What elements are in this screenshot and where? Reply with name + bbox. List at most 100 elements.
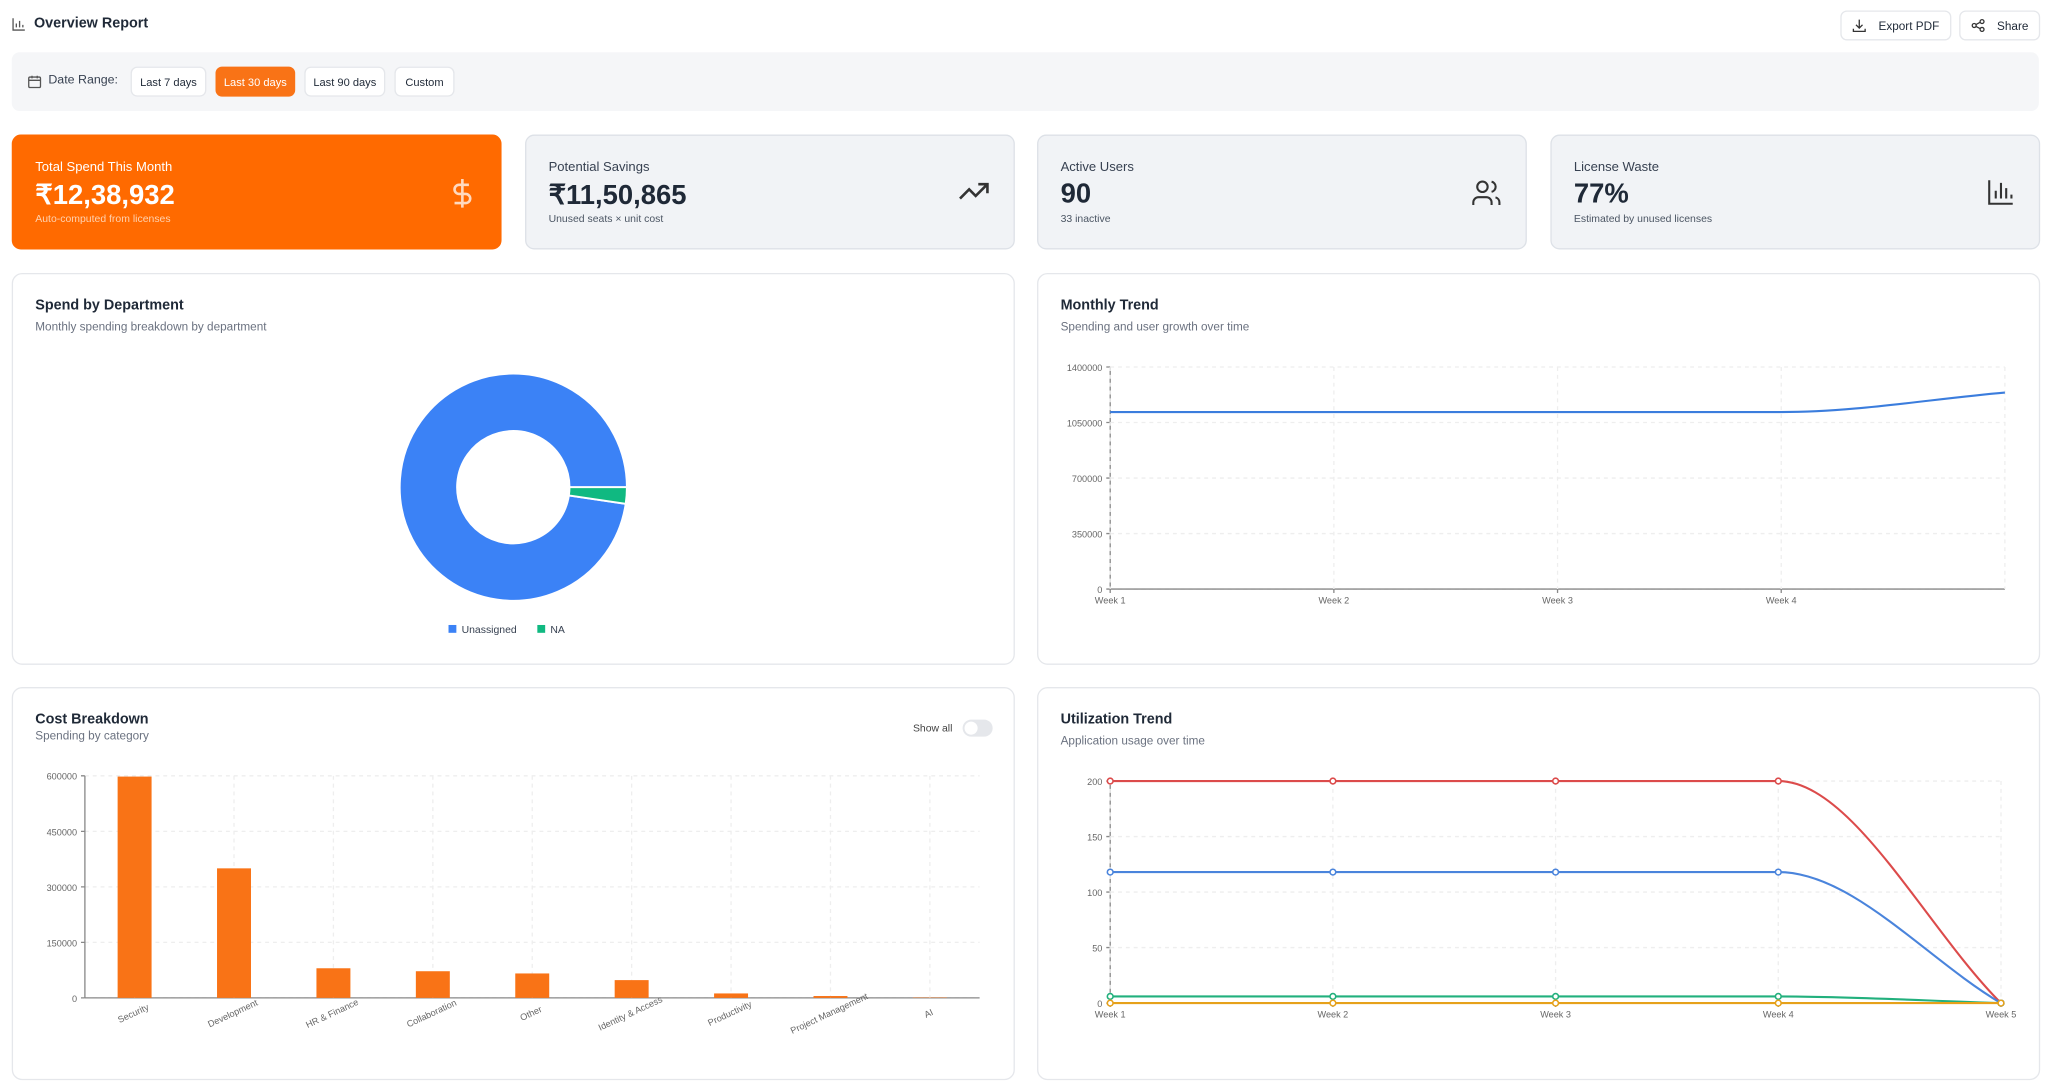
data-point (1330, 1000, 1336, 1006)
data-point (1553, 778, 1559, 784)
bar (515, 973, 549, 997)
export-button[interactable]: Export PDF (1840, 10, 1951, 40)
x-tick-label: Week 4 (1763, 1009, 1794, 1019)
chart-title: Cost Breakdown (35, 712, 148, 728)
chart-subtitle: Application usage over time (1061, 734, 1206, 747)
bar (615, 980, 649, 998)
chart-card: Spend by Department Monthly spending brea… (12, 273, 1015, 665)
kpi-label: Total Spend This Month (35, 161, 172, 175)
y-tick-label: 200 (1087, 777, 1102, 787)
x-tick-label: Week 2 (1318, 1009, 1349, 1019)
data-point (1553, 994, 1559, 1000)
y-tick-label: 700000 (1072, 474, 1102, 484)
data-point (1775, 1000, 1781, 1006)
y-tick-label: 350000 (1072, 529, 1102, 539)
y-tick-label: 100 (1087, 888, 1102, 898)
x-tick-label: HR & Finance (304, 997, 360, 1030)
chart-subtitle: Monthly spending breakdown by department (35, 320, 267, 333)
date-range-option[interactable]: Custom (394, 67, 454, 97)
kpi-label: Active Users (1061, 161, 1134, 175)
data-point (1330, 778, 1336, 784)
chart-subtitle: Spending by category (35, 729, 149, 742)
button-label: Export PDF (1879, 19, 1940, 32)
x-tick-label: Week 4 (1766, 595, 1797, 605)
data-point (1553, 1000, 1559, 1006)
kpi-label: License Waste (1574, 161, 1659, 175)
kpi-note: Auto-computed from licenses (35, 213, 170, 225)
kpi-value: 90 (1061, 179, 1092, 210)
page-title: Overview Report (34, 16, 148, 32)
chart-subtitle: Spending and user growth over time (1061, 320, 1250, 333)
kpi-card: Total Spend This Month ₹12,38,932 Auto-c… (12, 135, 502, 250)
kpi-note: Estimated by unused licenses (1574, 213, 1712, 225)
kpi-card: Potential Savings ₹11,50,865 Unused seat… (525, 135, 1015, 250)
chart-title: Spend by Department (35, 298, 184, 314)
data-point (1107, 994, 1113, 1000)
share-button[interactable]: Share (1959, 10, 2040, 40)
x-tick-label: Week 5 (1986, 1009, 2017, 1019)
legend-swatch (537, 625, 545, 633)
data-point (1553, 869, 1559, 875)
legend-label: Unassigned (462, 625, 517, 636)
y-tick-label: 0 (1097, 999, 1102, 1009)
x-tick-label: Week 2 (1318, 595, 1349, 605)
users-icon (1471, 178, 1502, 209)
x-tick-label: Other (519, 1004, 544, 1023)
kpi-note: Unused seats × unit cost (549, 213, 664, 225)
y-tick-label: 1400000 (1067, 363, 1103, 373)
legend-label: NA (550, 625, 565, 636)
report-icon (12, 17, 26, 31)
y-tick-label: 0 (1097, 585, 1102, 595)
x-tick-label: Productivity (706, 999, 753, 1028)
data-point (1998, 1000, 2004, 1006)
data-point (1107, 1000, 1113, 1006)
share-icon (1971, 18, 1985, 32)
x-tick-label: Week 3 (1542, 595, 1573, 605)
data-point (1330, 869, 1336, 875)
y-tick-label: 450000 (47, 827, 77, 837)
kpi-value: ₹11,50,865 (549, 179, 687, 212)
y-tick-label: 300000 (47, 883, 77, 893)
date-range-option[interactable]: Last 90 days (304, 67, 385, 97)
y-tick-label: 150000 (47, 938, 77, 948)
x-tick-label: Week 1 (1095, 1009, 1126, 1019)
toggle-knob (965, 722, 978, 735)
kpi-card: Active Users 90 33 inactive (1037, 135, 1527, 250)
data-point (1107, 869, 1113, 875)
x-tick-label: Week 3 (1540, 1009, 1571, 1019)
date-range-option[interactable]: Last 7 days (131, 67, 207, 97)
bar (118, 777, 152, 998)
kpi-value: ₹12,38,932 (35, 179, 174, 212)
button-label: Share (1997, 19, 2028, 32)
data-point (1775, 778, 1781, 784)
y-tick-label: 150 (1087, 832, 1102, 842)
bar (217, 868, 251, 998)
bar (813, 996, 847, 998)
y-tick-label: 0 (72, 994, 77, 1004)
x-tick-label: AI (923, 1007, 935, 1020)
bar (316, 968, 350, 998)
data-point (1107, 778, 1113, 784)
y-tick-label: 1050000 (1067, 418, 1103, 428)
bar (714, 993, 748, 997)
download-icon (1852, 18, 1866, 32)
date-range-option[interactable]: Last 30 days (216, 67, 296, 97)
chart-card: Utilization TrendApplication usage over … (1037, 687, 2040, 1080)
chart-icon (1987, 178, 2016, 207)
bar (416, 971, 450, 998)
chart: Monthly TrendSpending and user growth ov… (1038, 274, 2040, 665)
toggle-label: Show all (913, 723, 952, 734)
chart-card: Monthly TrendSpending and user growth ov… (1037, 273, 2040, 665)
legend-swatch (449, 625, 457, 633)
chart: Spend by Department Monthly spending brea… (13, 274, 1015, 665)
trend-icon (959, 178, 990, 207)
calendar-icon (27, 74, 41, 88)
dollar-icon (448, 178, 477, 209)
x-tick-label: Development (206, 997, 259, 1029)
data-point (1330, 994, 1336, 1000)
kpi-note: 33 inactive (1061, 213, 1111, 225)
x-tick-label: Security (116, 1002, 150, 1025)
x-tick-label: Identity & Access (597, 994, 665, 1033)
date-range-bar: Date Range: Last 7 daysLast 30 daysLast … (12, 52, 2039, 111)
